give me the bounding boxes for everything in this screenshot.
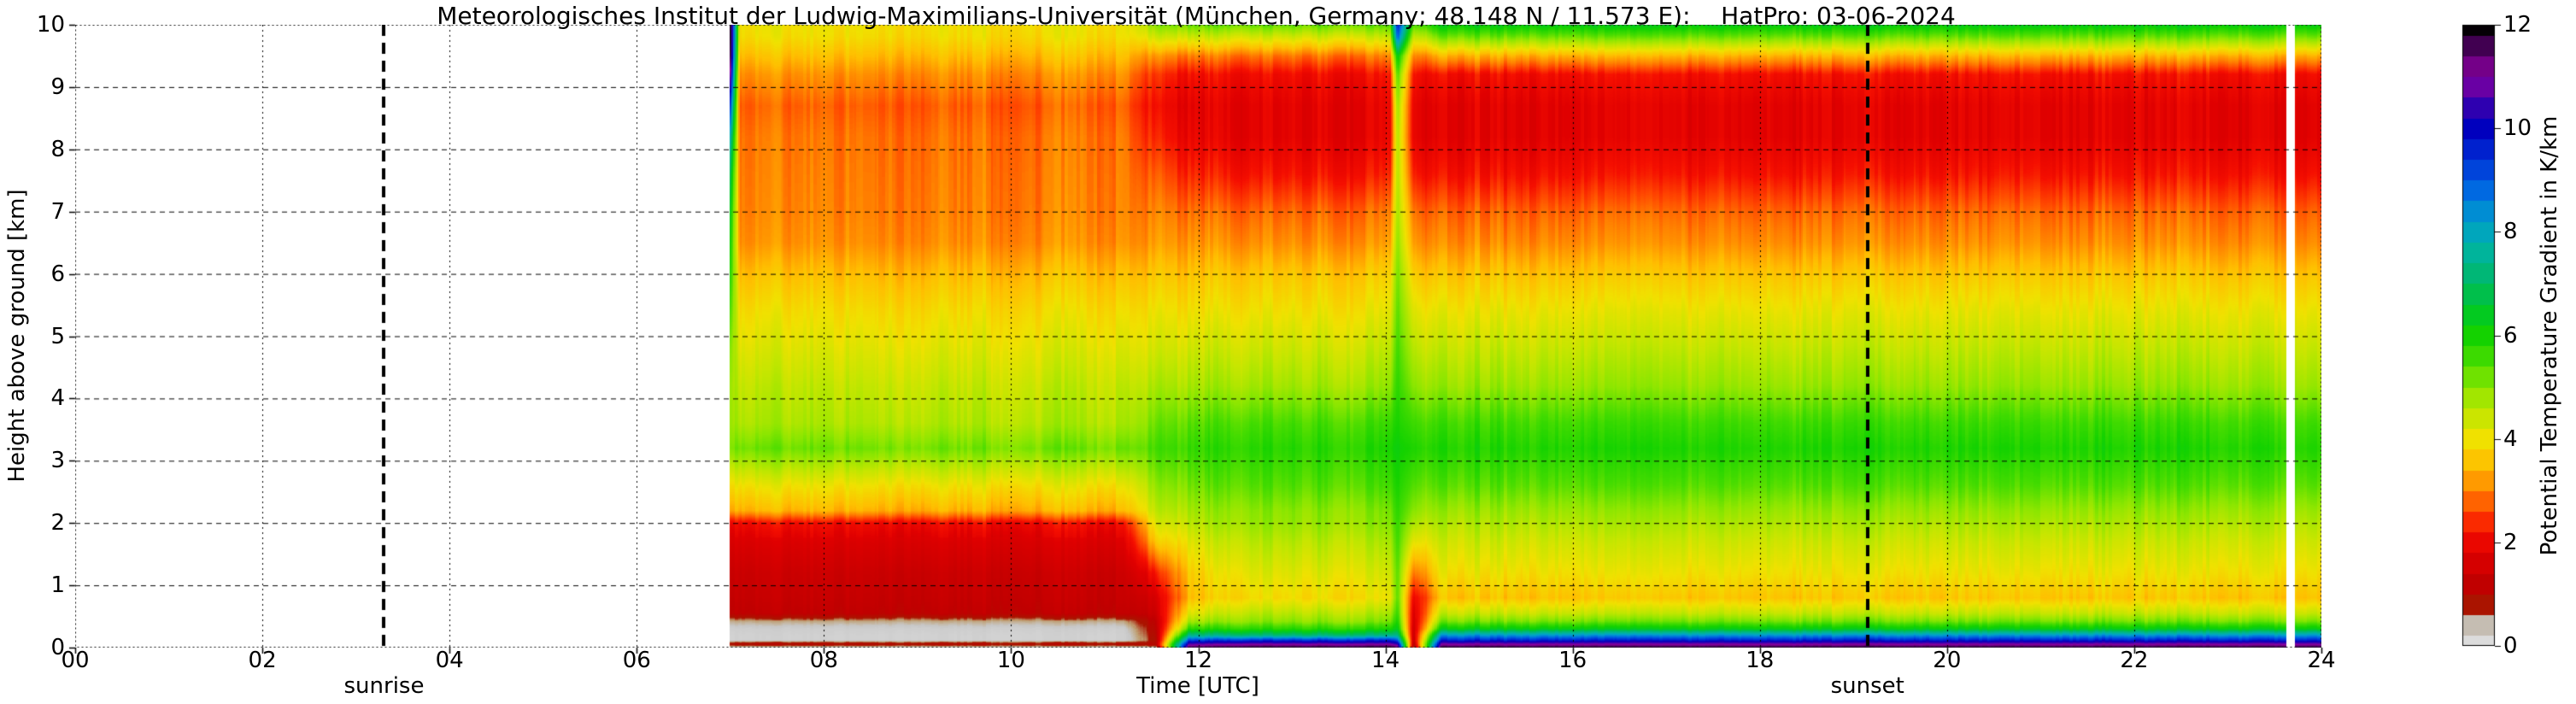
x-tick-label-18: 18 xyxy=(1746,648,1775,673)
y-tick-label-10: 10 xyxy=(36,12,65,38)
x-tick-label-00: 00 xyxy=(61,648,90,673)
colorbar-tick-label-10: 10 xyxy=(2503,115,2532,142)
x-tick-label-04: 04 xyxy=(435,648,464,673)
y-tick-label-1: 1 xyxy=(50,572,65,599)
colorbar-tick-label-2: 2 xyxy=(2503,529,2518,555)
colorbar-label: Potential Temperature Gradient in K/km xyxy=(2537,115,2562,556)
x-tick-label-20: 20 xyxy=(1933,648,1962,673)
heatmap-plot-area xyxy=(75,25,2321,648)
y-tick-label-2: 2 xyxy=(50,510,65,537)
x-tick-label-02: 02 xyxy=(248,648,277,673)
y-tick-label-0: 0 xyxy=(50,635,65,660)
y-tick-label-4: 4 xyxy=(50,385,65,412)
page-title: Meteorologisches Institut der Ludwig-Max… xyxy=(437,2,1956,30)
x-tick-label-10: 10 xyxy=(996,648,1025,673)
y-tick-label-9: 9 xyxy=(50,73,65,100)
sunrise-annotation: sunrise xyxy=(343,673,425,699)
x-axis-label: Time [UTC] xyxy=(1136,673,1259,699)
x-tick-label-14: 14 xyxy=(1371,648,1400,673)
x-tick-label-12: 12 xyxy=(1183,648,1213,673)
y-tick-label-5: 5 xyxy=(50,323,65,349)
colorbar-tick-label-6: 6 xyxy=(2503,322,2518,349)
y-tick-label-8: 8 xyxy=(50,136,65,162)
sunset-annotation: sunset xyxy=(1830,673,1904,699)
y-tick-label-3: 3 xyxy=(50,448,65,474)
y-tick-label-7: 7 xyxy=(50,198,65,225)
colorbar-tick-label-8: 8 xyxy=(2503,219,2518,245)
x-tick-label-08: 08 xyxy=(809,648,838,673)
colorbar-tick-label-12: 12 xyxy=(2503,12,2532,38)
y-tick-label-6: 6 xyxy=(50,261,65,287)
x-tick-label-22: 22 xyxy=(2120,648,2149,673)
colorbar-tick-label-4: 4 xyxy=(2503,425,2518,452)
x-tick-label-16: 16 xyxy=(1558,648,1587,673)
colorbar-tick-label-0: 0 xyxy=(2503,633,2518,659)
x-tick-label-06: 06 xyxy=(622,648,651,673)
x-tick-label-24: 24 xyxy=(2307,648,2336,673)
